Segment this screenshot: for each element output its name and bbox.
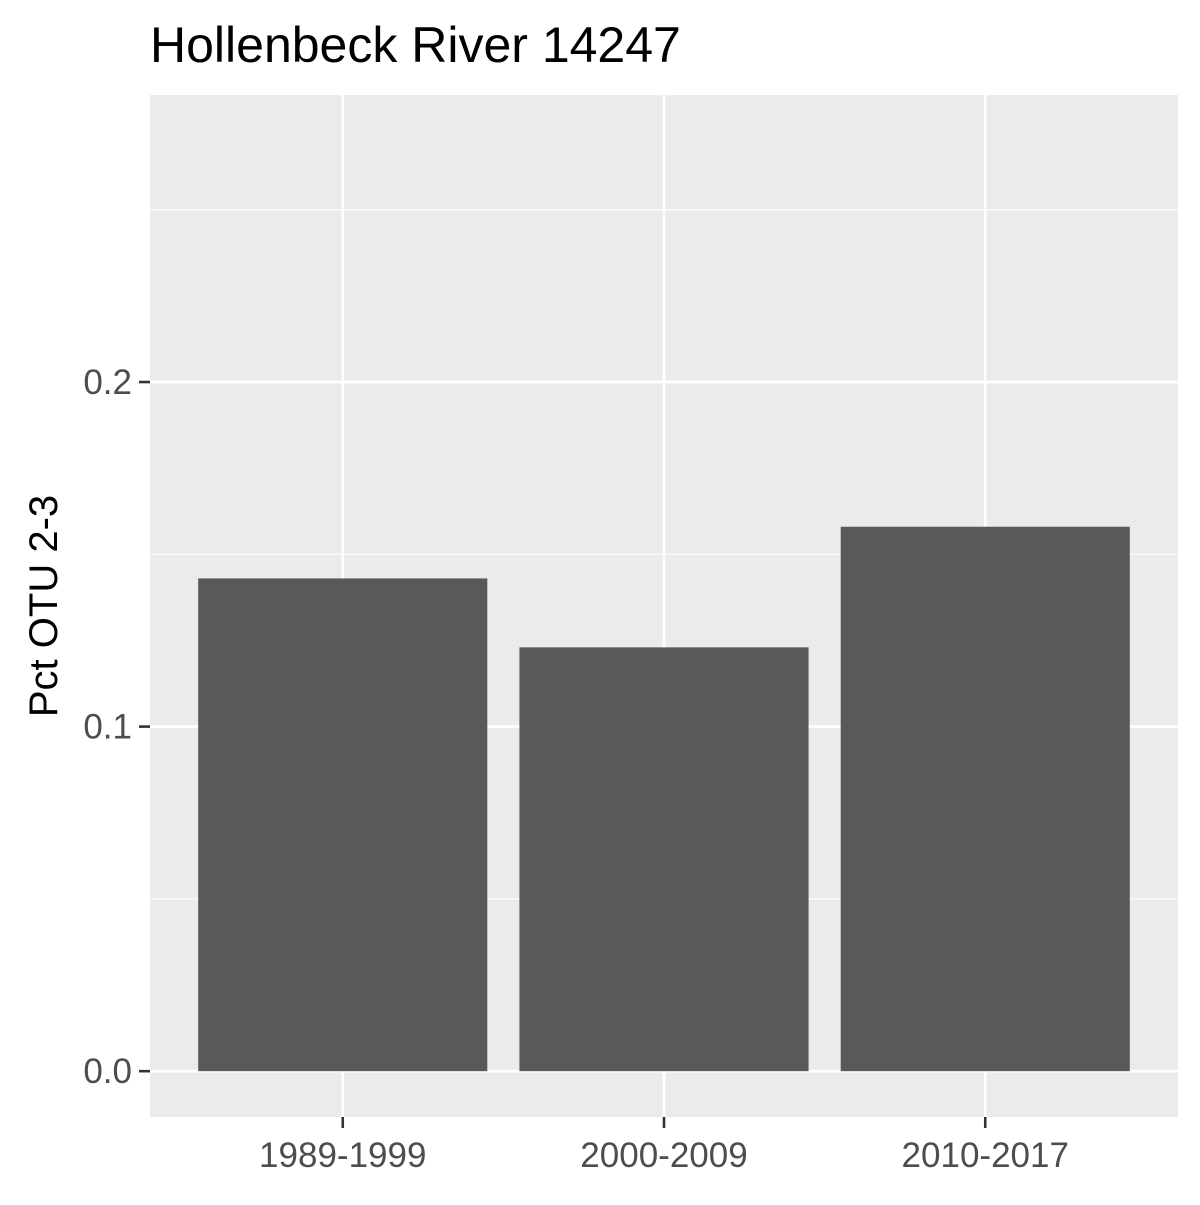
y-tick-label: 0.0 (83, 1052, 132, 1091)
bars-group (198, 526, 1130, 1072)
bar-1989-1999 (198, 578, 488, 1072)
bar-2000-2009 (519, 647, 809, 1072)
x-tick-label: 1989-1999 (259, 1136, 426, 1175)
chart-title: Hollenbeck River 14247 (150, 17, 681, 73)
y-tick-label: 0.1 (83, 708, 132, 747)
bar-2010-2017 (840, 526, 1130, 1072)
y-tick-label: 0.2 (83, 363, 132, 402)
x-tick-label: 2000-2009 (580, 1136, 747, 1175)
x-tick-label: 2010-2017 (902, 1136, 1069, 1175)
y-axis: 0.0 0.1 0.2 (83, 363, 150, 1091)
y-axis-title: Pct OTU 2-3 (22, 495, 66, 717)
x-axis: 1989-1999 2000-2009 2010-2017 (259, 1117, 1069, 1175)
